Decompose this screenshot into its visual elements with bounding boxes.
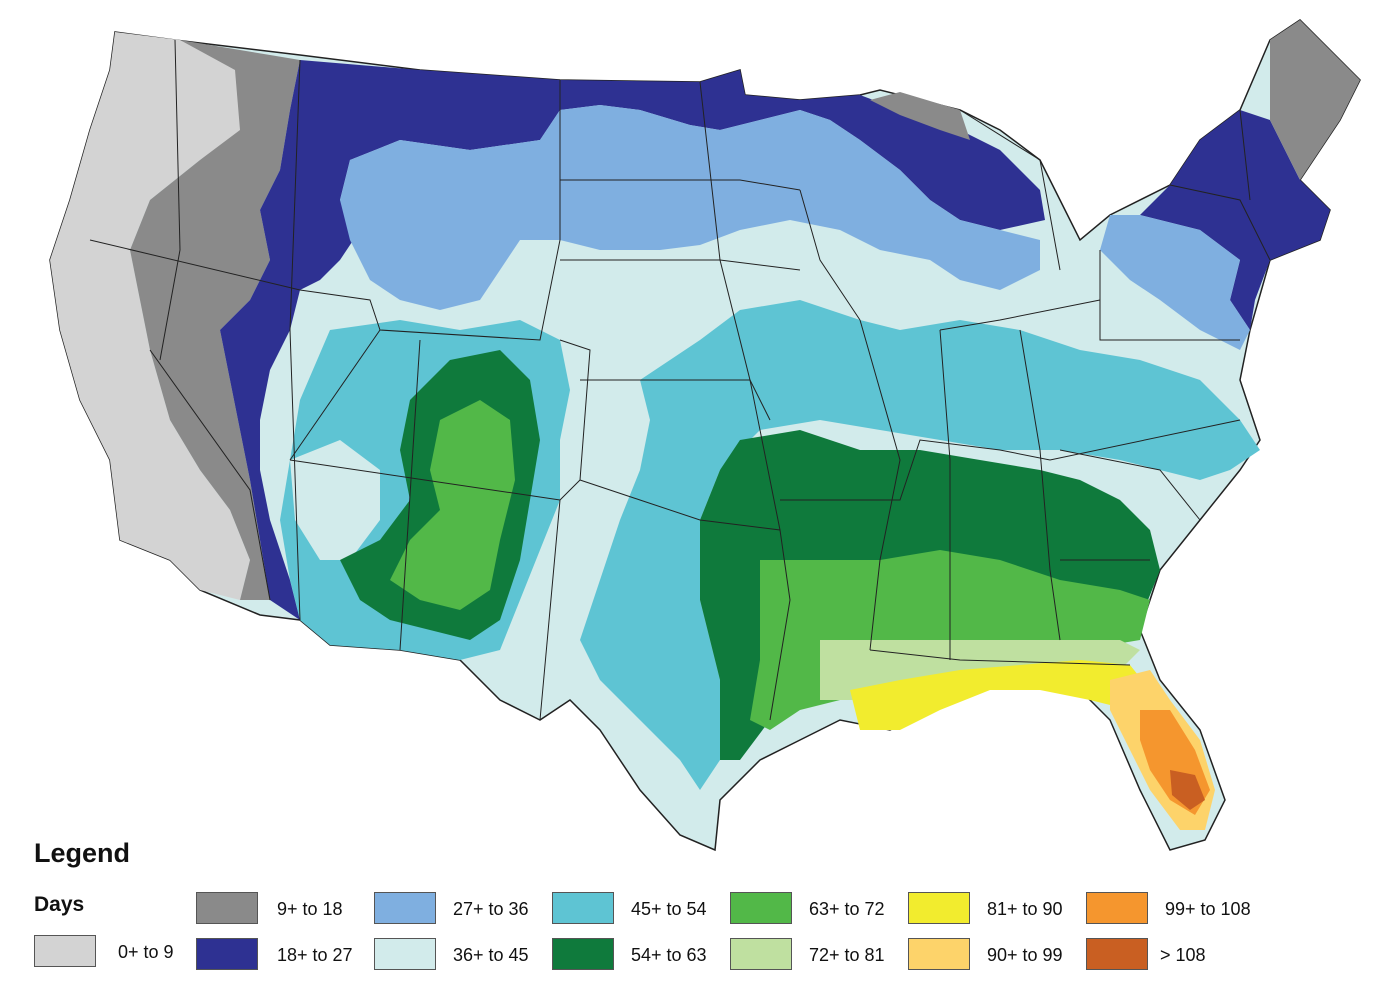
legend-label: 0+ to 9 xyxy=(118,942,174,962)
state-borders xyxy=(89,39,1271,721)
zone-9-18-west xyxy=(130,40,300,600)
zone-27-36-ne xyxy=(1100,215,1250,350)
legend-swatch xyxy=(374,892,436,924)
legend-label: 90+ to 99 xyxy=(987,945,1063,965)
zone-45-54-central xyxy=(580,300,1260,790)
zone-9-18-maine xyxy=(1270,20,1360,180)
legend-subtitle: Days xyxy=(34,893,85,916)
legend-label: 72+ to 81 xyxy=(809,945,885,965)
zone-63-72-sw xyxy=(390,400,515,610)
legend-label: 18+ to 27 xyxy=(277,945,353,965)
legend-label: 45+ to 54 xyxy=(631,899,707,919)
legend-swatch xyxy=(552,938,614,970)
legend-label: 27+ to 36 xyxy=(453,899,529,919)
legend-swatch xyxy=(34,935,96,967)
legend-swatch xyxy=(1086,938,1148,970)
legend-label: 9+ to 18 xyxy=(277,899,343,919)
legend-label: 99+ to 108 xyxy=(1165,899,1251,919)
legend-label: 81+ to 90 xyxy=(987,899,1063,919)
zone-0-9 xyxy=(50,32,250,600)
zone-81-90 xyxy=(850,660,1150,730)
zone-gt-108 xyxy=(1170,770,1205,810)
legend-label: 36+ to 45 xyxy=(453,945,529,965)
legend-label: > 108 xyxy=(1160,945,1206,965)
legend-title: Legend xyxy=(34,838,131,868)
legend-swatch xyxy=(908,892,970,924)
legend-swatch xyxy=(374,938,436,970)
legend-swatch xyxy=(552,892,614,924)
zone-9-18-lake xyxy=(870,92,970,140)
legend-swatch xyxy=(730,892,792,924)
legend-swatch xyxy=(908,938,970,970)
zone-27-36-north xyxy=(340,105,1040,310)
us-days-map xyxy=(49,19,1361,852)
zone-18-27-west xyxy=(220,60,560,620)
zone-18-27-north xyxy=(560,70,1045,230)
legend-swatch xyxy=(196,938,258,970)
legend-swatch xyxy=(730,938,792,970)
legend-label: 54+ to 63 xyxy=(631,945,707,965)
legend-swatch xyxy=(1086,892,1148,924)
legend-label: 63+ to 72 xyxy=(809,899,885,919)
legend-swatch xyxy=(196,892,258,924)
zone-18-27-ne xyxy=(1140,110,1330,330)
